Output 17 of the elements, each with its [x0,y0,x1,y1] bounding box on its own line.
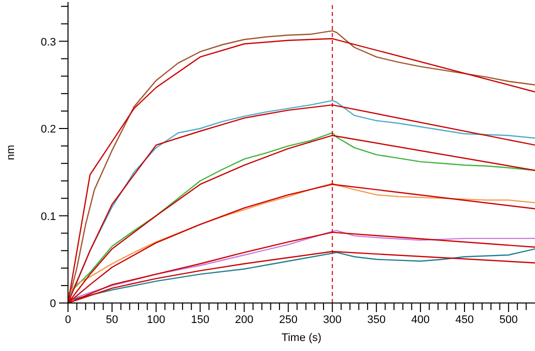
y-tick-label: 0 [50,298,56,310]
x-tick-label: 400 [411,314,430,326]
x-tick-label: 100 [146,314,166,326]
y-tick-label: 0.2 [40,124,56,136]
y-tick-label: 0.1 [40,210,56,223]
x-tick-label: 250 [279,314,298,326]
x-tick-label: 500 [499,314,518,326]
x-tick-label: 0 [64,314,72,326]
y-tick-label: 0.3 [40,36,56,48]
y-axis-title: nm [4,144,17,160]
x-axis-title: Time (s) [282,332,322,344]
x-tick-label: 300 [323,314,342,326]
x-tick-label: 50 [106,314,118,326]
x-tick-label: 200 [235,314,254,326]
x-tick-label: 450 [455,314,474,326]
x-tick-label: 150 [190,314,210,326]
x-tick-label: 350 [367,314,386,326]
